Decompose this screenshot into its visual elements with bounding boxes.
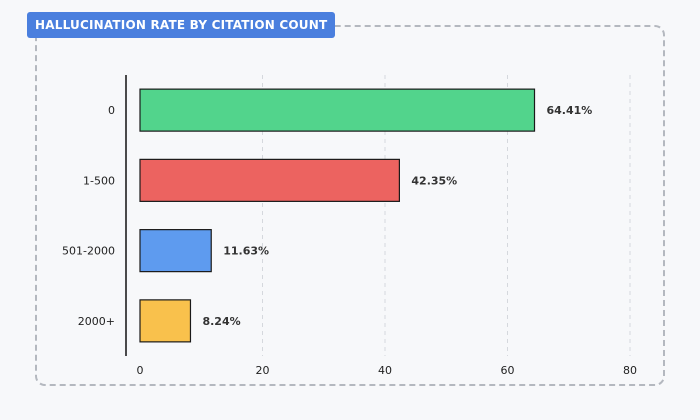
chart-title: HALLUCINATION RATE BY CITATION COUNT (27, 12, 336, 38)
value-label: 11.63% (223, 245, 269, 258)
category-label: 2000+ (78, 315, 115, 328)
x-tick-label: 80 (623, 364, 637, 377)
grid-lines (262, 75, 631, 356)
value-label: 42.35% (411, 174, 457, 187)
value-label: 64.41% (547, 104, 593, 117)
chart-frame (35, 25, 665, 386)
category-label: 501-2000 (62, 245, 115, 258)
value-label: 8.24% (202, 315, 240, 328)
x-tick-label: 0 (137, 364, 144, 377)
x-tick-label: 60 (501, 364, 515, 377)
bars (139, 88, 536, 343)
bar-1 (139, 158, 400, 202)
x-tick-label: 20 (256, 364, 270, 377)
bar-2 (139, 229, 212, 273)
category-label: 0 (108, 104, 115, 117)
x-tick-label: 40 (378, 364, 392, 377)
category-label: 1-500 (83, 174, 115, 187)
bar-3 (139, 299, 192, 343)
labels: 0 20 40 60 80 0 64.41% 1-500 42.35% 501-2000 11.63… (62, 104, 637, 377)
bar-0 (139, 88, 536, 132)
